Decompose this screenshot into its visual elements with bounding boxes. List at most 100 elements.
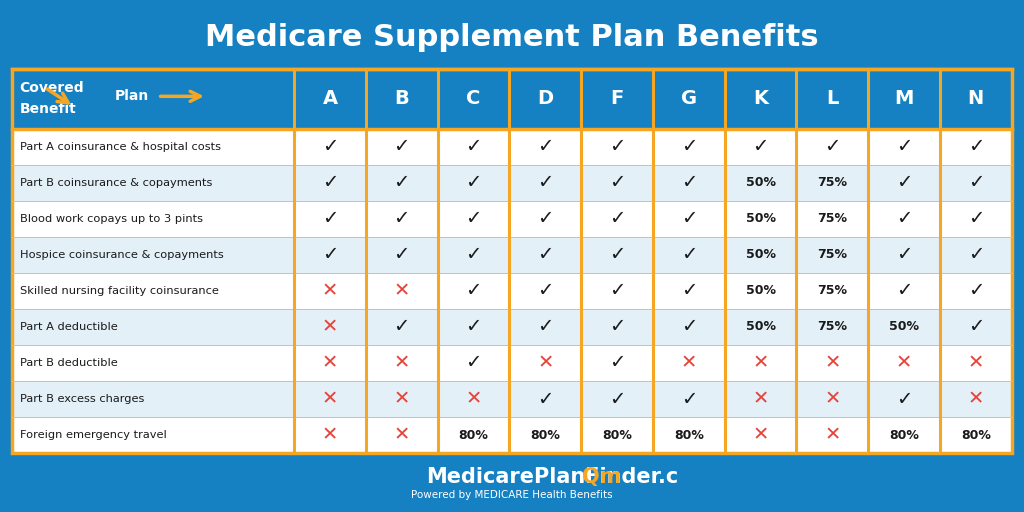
Text: ✓: ✓ <box>609 282 626 301</box>
Text: L: L <box>826 90 839 109</box>
Text: Plan: Plan <box>115 89 148 103</box>
Text: ✓: ✓ <box>609 209 626 228</box>
Text: ✓: ✓ <box>824 137 841 156</box>
Text: Covered: Covered <box>19 80 84 95</box>
Text: 75%: 75% <box>817 248 847 261</box>
Text: ✓: ✓ <box>896 209 912 228</box>
Text: ✕: ✕ <box>824 353 841 373</box>
Text: N: N <box>968 90 984 109</box>
Text: A: A <box>323 90 338 109</box>
Text: ✓: ✓ <box>393 245 410 264</box>
Text: 75%: 75% <box>817 321 847 333</box>
Text: ✓: ✓ <box>681 390 697 409</box>
Text: ✕: ✕ <box>322 353 338 373</box>
Text: 80%: 80% <box>889 429 919 441</box>
Text: Qm: Qm <box>582 467 622 487</box>
Text: 75%: 75% <box>817 212 847 225</box>
Text: ✓: ✓ <box>538 245 553 264</box>
Text: ✓: ✓ <box>322 245 338 264</box>
Text: 50%: 50% <box>745 176 775 189</box>
Text: ✓: ✓ <box>681 317 697 336</box>
Text: ✕: ✕ <box>393 425 410 444</box>
Text: D: D <box>538 90 553 109</box>
Text: 80%: 80% <box>961 429 991 441</box>
Text: ✓: ✓ <box>681 282 697 301</box>
Text: ✓: ✓ <box>538 390 553 409</box>
Text: ✓: ✓ <box>538 282 553 301</box>
Text: MedicarePlanFinder.c: MedicarePlanFinder.c <box>426 467 679 487</box>
Text: ✓: ✓ <box>681 173 697 192</box>
Text: ✓: ✓ <box>753 137 769 156</box>
Text: ✓: ✓ <box>393 209 410 228</box>
Text: ✓: ✓ <box>681 137 697 156</box>
Text: ✓: ✓ <box>681 245 697 264</box>
Text: ✓: ✓ <box>465 209 481 228</box>
Text: 50%: 50% <box>745 248 775 261</box>
Text: Medicare Supplement Plan Benefits: Medicare Supplement Plan Benefits <box>205 23 819 52</box>
Bar <box>12 381 1012 417</box>
Text: 80%: 80% <box>459 429 488 441</box>
Bar <box>12 309 1012 345</box>
Bar <box>12 69 1012 129</box>
Text: ✓: ✓ <box>681 209 697 228</box>
Text: ✕: ✕ <box>322 317 338 336</box>
Text: ✕: ✕ <box>753 353 769 373</box>
Text: ✓: ✓ <box>538 209 553 228</box>
Text: ✓: ✓ <box>896 390 912 409</box>
Text: Part A deductible: Part A deductible <box>20 322 118 332</box>
Text: Foreign emergency travel: Foreign emergency travel <box>20 430 167 440</box>
Text: ✓: ✓ <box>609 390 626 409</box>
Text: ✕: ✕ <box>753 390 769 409</box>
Bar <box>12 165 1012 201</box>
Text: G: G <box>681 90 697 109</box>
Text: ✓: ✓ <box>609 353 626 373</box>
Text: B: B <box>394 90 410 109</box>
Text: 75%: 75% <box>817 176 847 189</box>
Text: ✓: ✓ <box>896 245 912 264</box>
Text: ✓: ✓ <box>609 173 626 192</box>
Text: ✕: ✕ <box>681 353 697 373</box>
Text: ✓: ✓ <box>465 282 481 301</box>
Text: ✕: ✕ <box>322 390 338 409</box>
Text: ✓: ✓ <box>968 209 984 228</box>
Text: ✕: ✕ <box>393 390 410 409</box>
Text: ✓: ✓ <box>968 245 984 264</box>
Text: ✓: ✓ <box>465 137 481 156</box>
Text: ✓: ✓ <box>538 173 553 192</box>
Text: 50%: 50% <box>889 321 920 333</box>
Text: C: C <box>466 90 480 109</box>
Text: ✓: ✓ <box>538 317 553 336</box>
Text: 80%: 80% <box>530 429 560 441</box>
Text: ✓: ✓ <box>968 282 984 301</box>
Text: Powered by MEDICARE Health Benefits: Powered by MEDICARE Health Benefits <box>412 490 612 500</box>
Text: Part B excess charges: Part B excess charges <box>20 394 144 404</box>
Text: M: M <box>894 90 913 109</box>
Text: Part B coinsurance & copayments: Part B coinsurance & copayments <box>20 178 213 188</box>
Text: ✓: ✓ <box>968 137 984 156</box>
Text: F: F <box>610 90 624 109</box>
Text: ✓: ✓ <box>393 317 410 336</box>
Text: ✓: ✓ <box>609 245 626 264</box>
Text: ✓: ✓ <box>322 173 338 192</box>
Text: ✓: ✓ <box>968 317 984 336</box>
Text: ✓: ✓ <box>393 137 410 156</box>
Bar <box>12 273 1012 309</box>
Bar <box>12 129 1012 165</box>
Text: Skilled nursing facility coinsurance: Skilled nursing facility coinsurance <box>20 286 219 296</box>
Bar <box>12 345 1012 381</box>
Text: ✓: ✓ <box>465 317 481 336</box>
Text: ✕: ✕ <box>393 353 410 373</box>
Bar <box>12 201 1012 237</box>
Text: 75%: 75% <box>817 284 847 297</box>
Text: ✓: ✓ <box>968 173 984 192</box>
Text: 50%: 50% <box>745 212 775 225</box>
Text: ✕: ✕ <box>968 353 984 373</box>
Text: ✕: ✕ <box>538 353 553 373</box>
Text: ✕: ✕ <box>968 390 984 409</box>
Text: Part A coinsurance & hospital costs: Part A coinsurance & hospital costs <box>20 142 221 152</box>
Text: Hospice coinsurance & copayments: Hospice coinsurance & copayments <box>20 250 224 260</box>
Text: Blood work copays up to 3 pints: Blood work copays up to 3 pints <box>20 214 204 224</box>
Text: ✕: ✕ <box>824 425 841 444</box>
Text: ✕: ✕ <box>753 425 769 444</box>
Text: 50%: 50% <box>745 321 775 333</box>
